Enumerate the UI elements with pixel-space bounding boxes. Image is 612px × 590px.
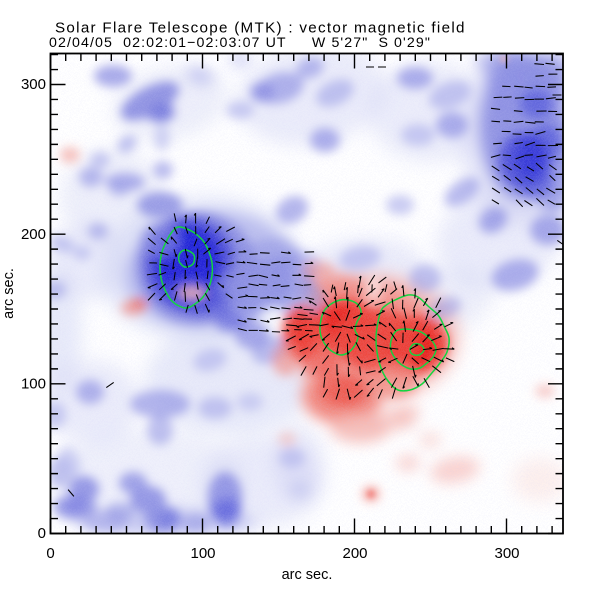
- svg-text:300: 300: [494, 545, 519, 562]
- svg-text:arc sec.: arc sec.: [282, 567, 333, 583]
- svg-text:0: 0: [46, 545, 54, 562]
- svg-text:02/04/05 02:02:01−02:03:07 UT: 02/04/05 02:02:01−02:03:07 UT W 5'27" S …: [49, 35, 431, 51]
- svg-text:arc sec.: arc sec.: [1, 268, 17, 319]
- svg-text:100: 100: [21, 376, 46, 393]
- svg-text:200: 200: [342, 545, 367, 562]
- svg-text:0: 0: [38, 525, 46, 542]
- svg-text:300: 300: [21, 76, 46, 93]
- svg-text:Solar Flare Telescope (MTK) :: Solar Flare Telescope (MTK) : vector mag…: [55, 20, 466, 37]
- svg-text:100: 100: [190, 545, 215, 562]
- svg-text:200: 200: [21, 226, 46, 243]
